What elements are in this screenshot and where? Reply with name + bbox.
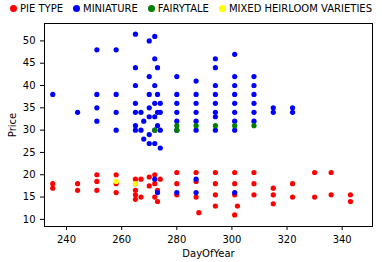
svg-text:340: 340 bbox=[333, 234, 352, 245]
svg-text:45: 45 bbox=[23, 57, 36, 68]
svg-text:35: 35 bbox=[23, 102, 36, 113]
svg-text:280: 280 bbox=[167, 234, 186, 245]
svg-text:20: 20 bbox=[23, 169, 36, 180]
svg-text:15: 15 bbox=[23, 191, 36, 202]
svg-text:25: 25 bbox=[23, 147, 36, 158]
svg-text:30: 30 bbox=[23, 124, 36, 135]
html-text:PIE TYPE: PIE TYPE bbox=[20, 3, 63, 14]
html-text:MIXED HEIRLOOM VARIETIES: MIXED HEIRLOOM VARIETIES bbox=[228, 3, 372, 14]
svg-text:40: 40 bbox=[23, 80, 36, 91]
svg-text:DayOfYear: DayOfYear bbox=[182, 248, 235, 259]
svg-text:320: 320 bbox=[278, 234, 297, 245]
html-text:MINIATURE: MINIATURE bbox=[83, 3, 138, 14]
html-text:FAIRYTALE: FAIRYTALE bbox=[157, 3, 209, 14]
svg-text:300: 300 bbox=[222, 234, 241, 245]
svg-text:Price: Price bbox=[7, 113, 18, 137]
svg-text:50: 50 bbox=[23, 35, 36, 46]
svg-text:10: 10 bbox=[23, 214, 36, 225]
svg-text:240: 240 bbox=[57, 234, 76, 245]
svg-text:260: 260 bbox=[112, 234, 131, 245]
